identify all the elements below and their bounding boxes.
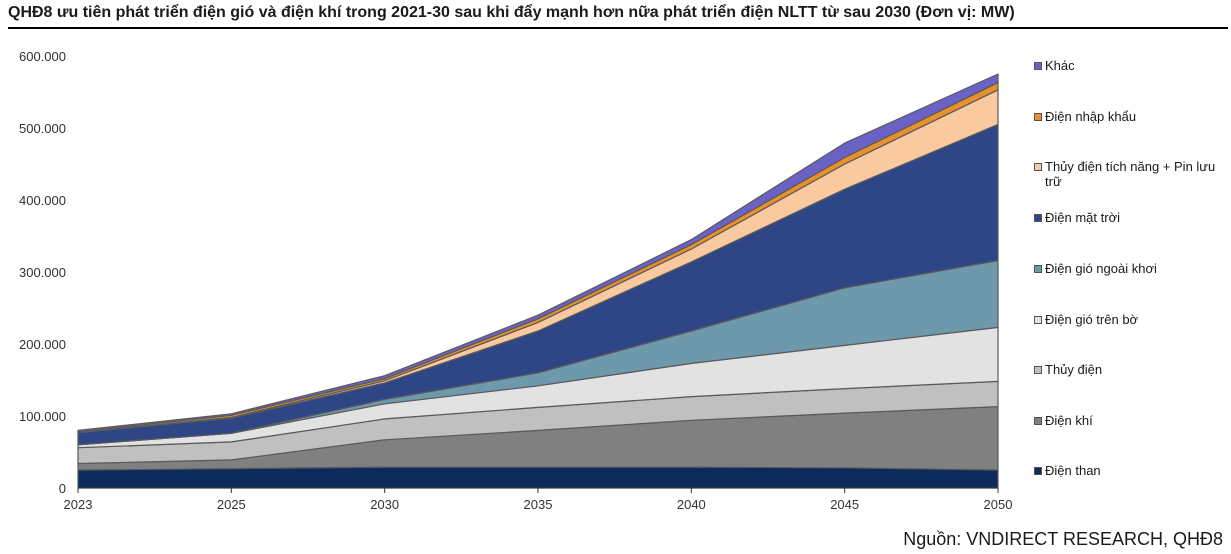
legend-label: Điện mặt trời <box>1045 210 1120 225</box>
legend-label: Thủy điện <box>1045 362 1103 377</box>
legend-swatch <box>1034 113 1042 121</box>
area-series-group <box>77 73 999 489</box>
legend-swatch <box>1034 265 1042 273</box>
legend-item-thuy-dien-tich-nang-pin-luu-tru: Thủy điện tích năng + Pin lưu trữ <box>1034 159 1217 189</box>
legend-label: Khác <box>1045 58 1075 73</box>
area-khac <box>77 73 999 433</box>
x-tick-label: 2035 <box>524 497 553 512</box>
legend-swatch <box>1034 163 1042 171</box>
y-tick-label: 300.000 <box>19 265 66 280</box>
legend-swatch <box>1034 467 1042 475</box>
y-tick-label: 600.000 <box>19 49 66 64</box>
x-tick-label: 2030 <box>370 497 399 512</box>
legend-item-dien-mat-troi: Điện mặt trời <box>1034 210 1120 225</box>
y-tick-label: 200.000 <box>19 337 66 352</box>
legend-swatch <box>1034 366 1042 374</box>
legend-label: Điện gió ngoài khơi <box>1045 261 1157 276</box>
y-tick-label: 0 <box>59 481 66 496</box>
legend-item-dien-gio-ngoai-khoi: Điện gió ngoài khơi <box>1034 261 1157 276</box>
legend-swatch <box>1034 417 1042 425</box>
legend-swatch <box>1034 316 1042 324</box>
x-tick-label: 2025 <box>217 497 246 512</box>
source-note: Nguồn: VNDIRECT RESEARCH, QHĐ8 <box>903 529 1223 549</box>
x-tick-label: 2023 <box>64 497 93 512</box>
legend-swatch <box>1034 214 1042 222</box>
x-tick-label: 2050 <box>984 497 1013 512</box>
legend-label: Điện gió trên bờ <box>1045 312 1139 327</box>
axes-group: 2023 2025 2030 2035 2040 2045 2050 0 100.000 200.… <box>19 49 1012 512</box>
y-tick-label: 400.000 <box>19 193 66 208</box>
legend-item-dien-than: Điện than <box>1034 463 1101 478</box>
legend-item-dien-nhap-khau: Điện nhập khẩu <box>1034 109 1136 124</box>
area-dien-than <box>77 466 999 489</box>
legend-item-thuy-dien: Thủy điện <box>1034 362 1102 377</box>
x-tick-label: 2040 <box>677 497 706 512</box>
y-tick-label: 100.000 <box>19 409 66 424</box>
chart-title: QHĐ8 ưu tiên phát triển điện gió và điện… <box>8 4 1015 21</box>
x-tick-label: 2045 <box>830 497 859 512</box>
title-divider <box>8 27 1228 29</box>
y-tick-label: 500.000 <box>19 121 66 136</box>
legend-item-dien-gio-tren-bo: Điện gió trên bờ <box>1034 312 1138 327</box>
legend-label: Điện khí <box>1045 413 1093 428</box>
legend-swatch <box>1034 62 1042 70</box>
legend-label: Thủy điện tích năng + Pin lưu trữ <box>1045 159 1216 189</box>
legend-item-khac: Khác <box>1034 58 1075 73</box>
legend-label: Điện than <box>1045 463 1101 478</box>
legend-item-dien-khi: Điện khí <box>1034 413 1093 428</box>
legend-label: Điện nhập khẩu <box>1045 109 1137 124</box>
